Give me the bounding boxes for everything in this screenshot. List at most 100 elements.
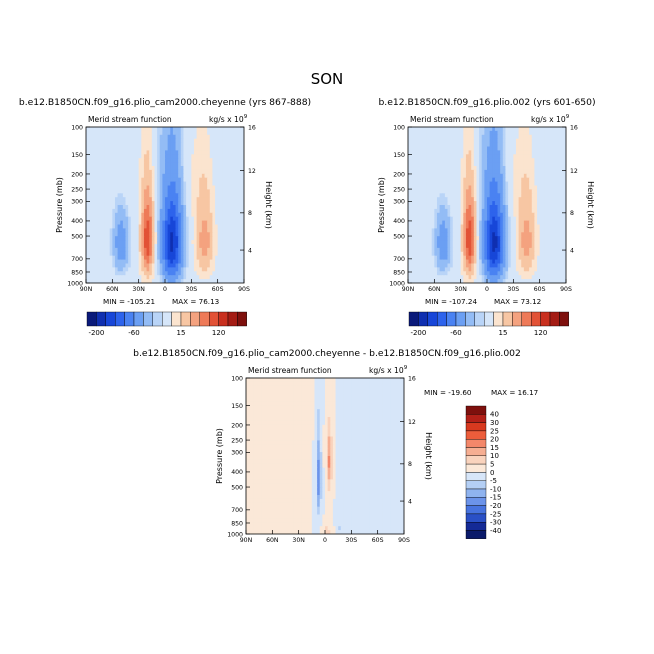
contour-cell: [178, 138, 182, 144]
contour-cell: [500, 189, 504, 194]
contour-cell: [550, 208, 554, 214]
contour-cell: [217, 208, 221, 214]
contour-cell: [450, 216, 454, 222]
contour-cell: [436, 247, 441, 253]
contour-cell: [413, 279, 417, 283]
contour-cell: [138, 197, 142, 202]
contour-cell: [515, 127, 520, 132]
contour-cell: [88, 247, 92, 253]
contour-cell: [96, 162, 100, 167]
contour-cell: [444, 162, 449, 167]
contour-cell: [151, 279, 156, 283]
contour-cell: [104, 201, 108, 206]
contour-cell: [212, 166, 216, 171]
contour-cell: [170, 275, 174, 280]
contour-cell: [91, 232, 95, 237]
contour-cell: [558, 173, 562, 179]
contour-cell: [523, 189, 528, 194]
contour-cell: [212, 158, 216, 163]
contour-cell: [431, 212, 435, 218]
contour-cell: [104, 138, 108, 144]
contour-cell: [555, 173, 559, 179]
contour-cell: [458, 130, 462, 136]
contour-cell: [476, 158, 480, 163]
contour-cell: [117, 134, 121, 140]
contour-cell: [484, 247, 488, 253]
contour-cell: [436, 197, 441, 202]
contour-cell: [151, 263, 156, 268]
contour-cell: [128, 240, 132, 245]
contour-cell: [125, 267, 129, 272]
contour-cell: [539, 162, 543, 167]
contour-cell: [539, 146, 543, 151]
contour-cell: [555, 236, 559, 241]
contour-cell: [170, 197, 174, 202]
contour-cell: [455, 158, 459, 163]
contour-cell: [125, 271, 129, 276]
contour-cell: [434, 216, 438, 222]
contour-cell: [154, 259, 158, 265]
contour-cell: [508, 169, 512, 175]
contour-cell: [526, 142, 530, 148]
contour-cell: [233, 193, 237, 198]
contour-cell: [222, 173, 227, 179]
contour-cell: [458, 220, 462, 226]
contour-cell: [552, 158, 557, 163]
contour-cell: [199, 263, 203, 268]
contour-cell: [193, 154, 198, 159]
contour-cell: [188, 193, 192, 198]
contour-cell: [471, 247, 475, 253]
contour-cell: [136, 220, 140, 226]
contour-cell: [99, 212, 103, 218]
contour-cell: [199, 189, 203, 194]
contour-cell: [455, 185, 459, 190]
contour-cell: [463, 205, 467, 210]
contour-cell: [508, 146, 512, 151]
colorbar-box: [237, 311, 247, 327]
contour-cell: [201, 169, 206, 175]
contour-cell: [547, 251, 551, 257]
contour-cell: [502, 142, 507, 148]
contour-cell: [157, 177, 161, 183]
contour-cell: [149, 271, 153, 276]
contour-cell: [534, 166, 538, 171]
contour-cell: [298, 378, 302, 383]
contour-cell: [426, 177, 430, 183]
contour-cell: [114, 236, 119, 241]
y-axis-label: Pressure (mb): [377, 177, 386, 233]
contour-cell: [544, 263, 549, 268]
contour-cell: [125, 224, 129, 229]
contour-cell: [455, 259, 459, 265]
contour-cell: [91, 138, 95, 144]
contour-cell: [534, 130, 538, 136]
contour-cell: [157, 228, 161, 233]
contour-cell: [167, 173, 171, 179]
contour-cell: [458, 216, 462, 222]
contour-cell: [429, 197, 433, 202]
contour-cell: [555, 244, 559, 249]
contour-cell: [555, 259, 559, 265]
contour-cell: [159, 189, 163, 194]
contour-cell: [429, 154, 433, 159]
contour-cell: [212, 220, 216, 226]
contour-cell: [476, 205, 480, 210]
contour-cell: [542, 201, 546, 206]
contour-cell: [159, 208, 163, 214]
contour-cell: [452, 154, 456, 159]
contour-cell: [217, 247, 221, 253]
contour-cell: [434, 259, 438, 265]
contour-cell: [149, 275, 153, 280]
contour-cell: [529, 271, 533, 276]
contour-cell: [175, 263, 179, 268]
contour-cell: [444, 208, 449, 214]
contour-cell: [188, 201, 192, 206]
contour-cell: [170, 146, 174, 151]
contour-cell: [228, 166, 232, 171]
contour-cell: [96, 197, 100, 202]
contour-cell: [99, 154, 103, 159]
contour-cell: [183, 251, 187, 257]
contour-cell: [521, 205, 525, 210]
contour-cell: [180, 251, 185, 257]
contour-cell: [447, 134, 451, 140]
contour-cell: [141, 251, 145, 257]
